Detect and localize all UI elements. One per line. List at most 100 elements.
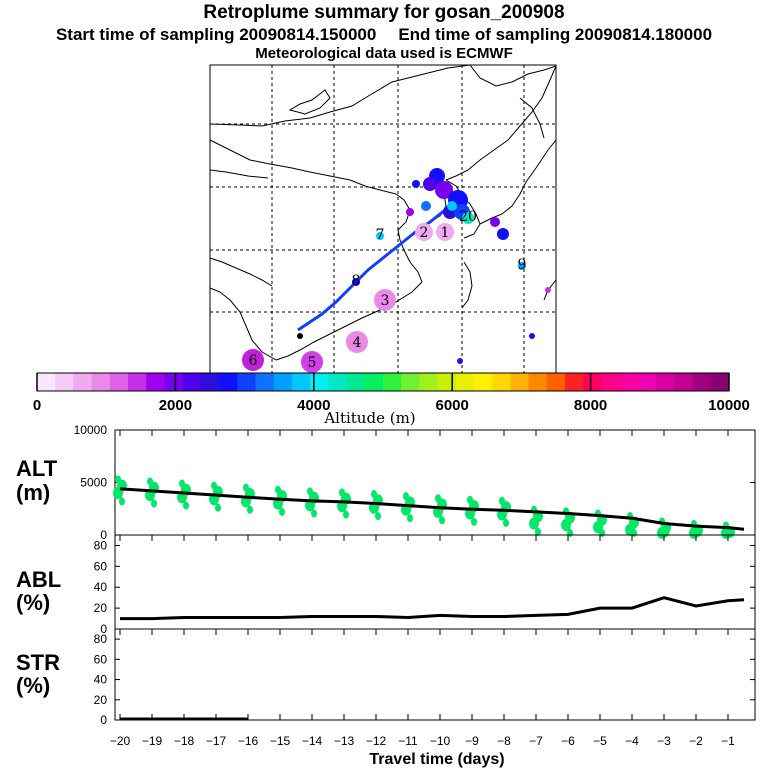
colorbar-cell bbox=[565, 373, 584, 391]
y-tick-label: 80 bbox=[94, 632, 108, 646]
alt-panel: ALT (m) 0 5000 10000 bbox=[16, 423, 756, 542]
alt-scatter-point bbox=[439, 516, 445, 525]
sampling-times: Start time of sampling 20090814.150000 En… bbox=[0, 25, 768, 45]
altitude-colorbar: 0 2000 4000 6000 8000 10000 Altitude (m) bbox=[33, 372, 750, 427]
alt-scatter-point bbox=[183, 501, 189, 510]
colorbar-cell bbox=[328, 373, 348, 391]
map-trajectory-point bbox=[421, 201, 431, 211]
end-time-label: End time of sampling 20090814.180000 bbox=[398, 25, 713, 44]
alt-scatter-point bbox=[151, 499, 157, 508]
x-tick-label: −7 bbox=[529, 734, 543, 748]
x-tick-label: −1 bbox=[721, 734, 735, 748]
x-tick-label: −4 bbox=[625, 734, 639, 748]
str-label: STR bbox=[16, 650, 60, 675]
met-data-label: Meteorological data used is ECMWF bbox=[255, 45, 513, 62]
colorbar-cell bbox=[510, 373, 530, 391]
x-tick-label: −15 bbox=[270, 734, 291, 748]
start-time-label: Start time of sampling 20090814.150000 bbox=[55, 25, 377, 44]
colorbar-cell bbox=[182, 373, 202, 391]
colorbar-cell bbox=[401, 373, 420, 391]
colorbar-cell bbox=[73, 373, 93, 391]
map-bubble bbox=[242, 349, 264, 371]
map-trajectory-point bbox=[423, 177, 437, 191]
colorbar-cell bbox=[128, 373, 147, 391]
x-tick-label: −11 bbox=[398, 734, 418, 748]
y-tick-label: 20 bbox=[94, 601, 108, 615]
x-tick-label: −3 bbox=[657, 734, 671, 748]
x-axis: −20 −19 −18 −17 −16 −15 −14 −13 −12 −11 −10 −9 −8 −7 −… bbox=[110, 430, 735, 748]
map-bubble bbox=[346, 331, 368, 353]
y-tick-label: 0 bbox=[100, 622, 107, 636]
colorbar-cell bbox=[419, 373, 439, 391]
colorbar-cells bbox=[37, 373, 730, 391]
colorbar-tick-label: 4000 bbox=[297, 397, 330, 414]
map-trajectory-point bbox=[490, 217, 500, 227]
x-axis-title: Travel time (days) bbox=[369, 751, 504, 768]
map-bubble-label: 2 bbox=[420, 225, 429, 241]
alt-scatter-point bbox=[407, 514, 413, 523]
map-bubble bbox=[518, 262, 526, 270]
y-tick-label: 20 bbox=[94, 693, 108, 707]
x-tick-label: −14 bbox=[302, 734, 323, 748]
x-tick-label: −12 bbox=[366, 734, 387, 748]
x-tick-label: −17 bbox=[206, 734, 227, 748]
map-bubble bbox=[301, 351, 323, 373]
alt-scatter-point bbox=[503, 518, 509, 527]
alt-scatter-point bbox=[529, 517, 539, 530]
map-bubble-label: 7 bbox=[376, 227, 385, 243]
map-trajectory-point bbox=[529, 333, 535, 339]
str-unit: (%) bbox=[16, 673, 50, 698]
map-bubble-label: 4 bbox=[353, 335, 362, 351]
colorbar-cell bbox=[383, 373, 402, 391]
y-tick-label: 60 bbox=[94, 652, 108, 666]
y-tick-label: 40 bbox=[94, 580, 108, 594]
x-tick-label: −5 bbox=[593, 734, 607, 748]
abl-y-ticks: 0 20 40 60 80 bbox=[94, 538, 755, 636]
alt-y-ticks: 0 5000 10000 bbox=[74, 423, 755, 542]
map-bubble bbox=[436, 223, 454, 241]
alt-unit: (m) bbox=[16, 480, 50, 505]
colorbar-cell bbox=[437, 373, 457, 391]
colorbar-tick-label: 0 bbox=[33, 397, 41, 414]
colorbar-cell bbox=[200, 373, 220, 391]
map-frame bbox=[209, 64, 557, 374]
colorbar-cell bbox=[619, 373, 639, 391]
alt-scatter-point bbox=[215, 503, 221, 512]
x-tick-label: −2 bbox=[689, 734, 703, 748]
colorbar-cell bbox=[237, 373, 257, 391]
abl-label: ABL bbox=[16, 567, 61, 592]
colorbar-ticks: 0 2000 4000 6000 8000 10000 bbox=[33, 373, 750, 414]
map-bubble-label: 5 bbox=[308, 355, 317, 371]
y-tick-label: 0 bbox=[100, 713, 107, 727]
alt-scatter-point bbox=[471, 517, 477, 526]
map-panel: 12 3 4 5 6 7 8 9 20 bbox=[209, 64, 557, 374]
map-bubble bbox=[376, 232, 384, 240]
map-bubble bbox=[352, 278, 360, 286]
alt-scatter-point bbox=[375, 512, 381, 521]
map-bubble-label: 6 bbox=[249, 353, 258, 369]
colorbar-tick-label: 6000 bbox=[436, 397, 469, 414]
alt-scatter-point bbox=[279, 507, 285, 516]
colorbar-title: Altitude (m) bbox=[323, 409, 415, 427]
x-tick-label: −6 bbox=[561, 734, 575, 748]
colorbar-cell bbox=[164, 373, 184, 391]
abl-series-line bbox=[120, 596, 745, 621]
x-tick-label: −18 bbox=[174, 734, 195, 748]
colorbar-cell bbox=[455, 373, 475, 391]
colorbar-cell bbox=[37, 373, 56, 391]
colorbar-cell bbox=[674, 373, 694, 391]
alt-scatter-point bbox=[247, 505, 253, 514]
colorbar-cell bbox=[346, 373, 366, 391]
abl-panel: ABL (%) 0 20 40 60 80 bbox=[16, 534, 756, 636]
map-bubbles: 12 3 4 5 6 7 8 9 20 bbox=[242, 168, 551, 373]
alt-scatter-point bbox=[119, 497, 125, 506]
x-tick-label: −19 bbox=[142, 734, 163, 748]
x-tick-label: −9 bbox=[465, 734, 479, 748]
colorbar-tick-label: 2000 bbox=[159, 397, 192, 414]
colorbar-cell bbox=[219, 373, 238, 391]
colorbar-cell bbox=[273, 373, 293, 391]
map-trajectory-point bbox=[457, 358, 463, 364]
alt-scatter-point bbox=[535, 527, 541, 536]
colorbar-cell bbox=[692, 373, 712, 391]
y-tick-label: 80 bbox=[94, 538, 108, 552]
